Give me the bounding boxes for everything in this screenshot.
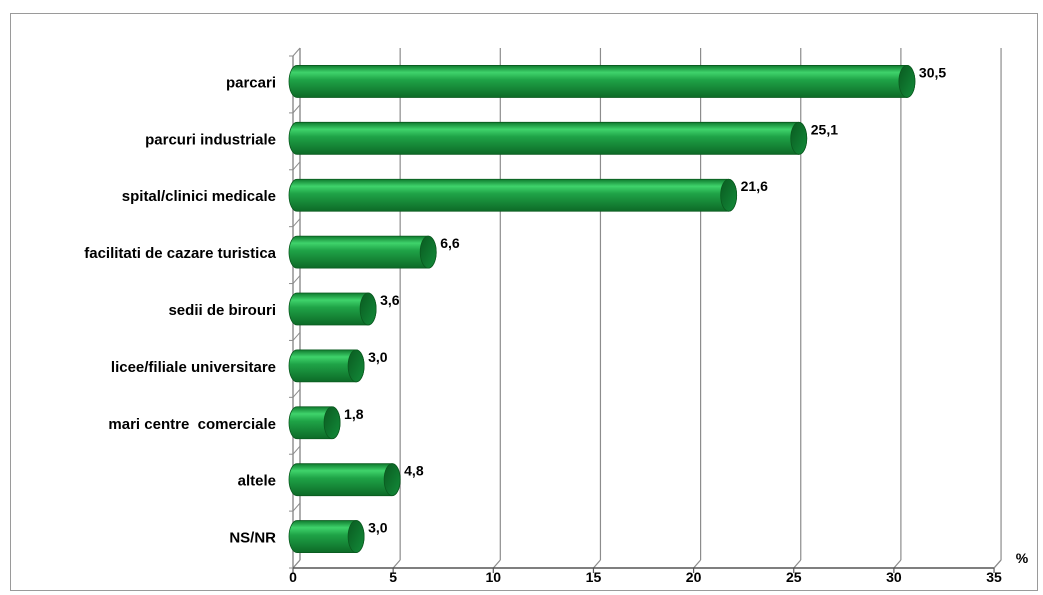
bar [288, 65, 916, 98]
x-tick-label: 5 [389, 569, 397, 585]
labels: 0 5 10 15 20 25 30 35% 30,5 parcari 25,1 parcuri in… [84, 64, 1029, 585]
y-category-divider [292, 502, 301, 512]
x-tick-label: 0 [289, 569, 297, 585]
x-tick-label: 10 [486, 569, 502, 585]
y-category-divider [292, 218, 301, 227]
x-tick-label: 30 [886, 569, 902, 585]
y-category-divider [292, 332, 301, 341]
bar-cap [790, 121, 808, 155]
bar-cap [383, 463, 401, 497]
y-category-divider [292, 389, 301, 398]
bar [288, 178, 738, 212]
x-axis-end [993, 559, 1002, 569]
category-label: altele [238, 473, 276, 490]
bar-value-label: 30,5 [919, 64, 946, 80]
bar-value-label: 3,0 [368, 349, 388, 365]
category-label: facilitati de cazare turistica [84, 245, 276, 262]
x-tick-label: 25 [786, 569, 802, 585]
bars [288, 65, 916, 553]
bar-cap [347, 349, 365, 383]
bar-value-label: 21,6 [741, 178, 768, 194]
x-tick-label: 20 [686, 569, 702, 585]
bar-cap [347, 520, 365, 553]
bar [288, 235, 437, 269]
y-category-divider [292, 559, 301, 569]
floor-gridline [793, 559, 802, 569]
bar [288, 121, 808, 155]
y-category-divider [292, 47, 301, 57]
floor-gridline [392, 559, 401, 569]
chart-frame [10, 13, 1038, 591]
bar [288, 406, 341, 440]
bar-body [288, 463, 401, 497]
category-label: mari centre comerciale [108, 416, 276, 433]
category-label: spital/clinici medicale [122, 188, 276, 205]
bar [288, 463, 401, 497]
category-label: NS/NR [229, 530, 276, 547]
y-category-divider [292, 275, 301, 284]
bar [288, 520, 365, 553]
bar-body [288, 65, 916, 98]
bar-cap [323, 406, 341, 440]
x-unit-label: % [1016, 550, 1029, 566]
bar-cap [359, 292, 377, 326]
category-label: sedii de birouri [168, 302, 276, 319]
bar-cap [898, 65, 916, 98]
bar-body [288, 235, 437, 269]
category-label: parcari [226, 74, 276, 91]
y-category-divider [292, 161, 301, 171]
bar-value-label: 6,6 [440, 235, 460, 251]
y-category-divider [292, 104, 301, 114]
bar-body [288, 121, 808, 155]
category-label: licee/filiale universitare [111, 359, 276, 376]
bar-cap [720, 178, 738, 212]
bar-body [288, 178, 738, 212]
bar-value-label: 3,0 [368, 520, 388, 536]
floor-gridline [492, 559, 501, 569]
bar-value-label: 25,1 [811, 121, 838, 137]
bar [288, 349, 365, 383]
floor-gridline [693, 559, 702, 569]
category-label: parcuri industriale [145, 131, 276, 148]
bar-value-label: 1,8 [344, 406, 364, 422]
floor-gridline [592, 559, 601, 569]
bar-cap [419, 235, 437, 269]
bar-value-label: 4,8 [404, 463, 424, 479]
bar-value-label: 3,6 [380, 292, 400, 308]
x-tick-label: 15 [586, 569, 602, 585]
bar [288, 292, 377, 326]
y-category-divider [292, 445, 301, 455]
x-tick-label: 35 [986, 569, 1002, 585]
floor-gridline [893, 559, 902, 569]
